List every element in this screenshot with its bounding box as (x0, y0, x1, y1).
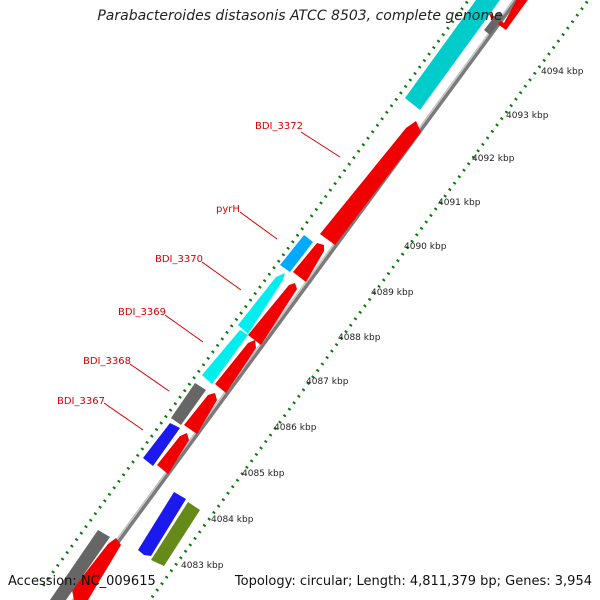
leader-bdi3370 (201, 261, 242, 291)
scale-label: 4085 kbp (242, 469, 285, 479)
label-bdi3372[interactable]: BDI_3372 (255, 121, 303, 132)
feature-forward-bdi3370[interactable] (248, 283, 297, 345)
feature-lightblue-pyrH[interactable] (280, 235, 313, 272)
feature-cyan-top[interactable] (405, 0, 500, 110)
feature-forward-bdi3368[interactable] (184, 393, 217, 434)
feature-forward-bdi3372[interactable] (320, 121, 421, 245)
scale-label: 4094 kbp (541, 67, 584, 77)
scale-label: 4084 kbp (211, 515, 254, 525)
feature-olive-lower[interactable] (151, 502, 200, 566)
scale-label: 4092 kbp (472, 154, 515, 164)
leader-bdi3369 (164, 314, 204, 343)
genome-summary-text: Topology: circular; Length: 4,811,379 bp… (234, 574, 592, 589)
feature-gray-bottom[interactable] (50, 530, 110, 600)
leader-bdi3372 (300, 131, 341, 158)
scale-label: 4089 kbp (371, 288, 414, 298)
inner-tick-line (148, 0, 591, 600)
leader-bdi3368 (129, 363, 170, 392)
forward-strand-features (72, 0, 528, 600)
scale-label: 4090 kbp (404, 242, 447, 252)
gene-labels: BDI_3372 pyrH BDI_3370 BDI_3369 BDI_3368… (57, 121, 341, 431)
scale-label: 4083 kbp (181, 561, 224, 571)
feature-blue-lower[interactable] (138, 492, 186, 556)
feature-forward-bdi3367[interactable] (157, 433, 189, 474)
label-bdi3368[interactable]: BDI_3368 (83, 356, 131, 367)
leader-pyrH (239, 211, 278, 240)
feature-cyan-bdi3369[interactable] (202, 330, 248, 384)
label-pyrH[interactable]: pyrH (216, 204, 240, 215)
scale-label: 4086 kbp (274, 423, 317, 433)
feature-gray-top[interactable] (484, 12, 504, 35)
leader-bdi3367 (103, 402, 144, 431)
accession-text: Accession: NC_009615 (8, 574, 156, 589)
scale-label: 4087 kbp (306, 377, 349, 387)
scale-labels: 4094 kbp 4093 kbp 4092 kbp 4091 kbp 4090… (181, 67, 584, 571)
map-title: Parabacteroides distasonis ATCC 8503, co… (97, 8, 503, 24)
feature-forward-bdi3369[interactable] (215, 340, 256, 393)
feature-forward-bottom[interactable] (72, 538, 121, 600)
feature-blue-bdi3367[interactable] (143, 423, 180, 466)
scale-label: 4088 kbp (338, 333, 381, 343)
feature-forward-pyrH[interactable] (293, 243, 324, 282)
label-bdi3367[interactable]: BDI_3367 (57, 396, 105, 407)
backbone (71, 0, 519, 600)
label-bdi3370[interactable]: BDI_3370 (155, 254, 203, 265)
other-features (50, 0, 504, 600)
scale-label: 4093 kbp (506, 111, 549, 121)
label-bdi3369[interactable]: BDI_3369 (118, 307, 166, 318)
scale-label: 4091 kbp (438, 198, 481, 208)
feature-cyan-bdi3370[interactable] (238, 273, 285, 334)
feature-gray-bdi3368[interactable] (171, 383, 206, 425)
